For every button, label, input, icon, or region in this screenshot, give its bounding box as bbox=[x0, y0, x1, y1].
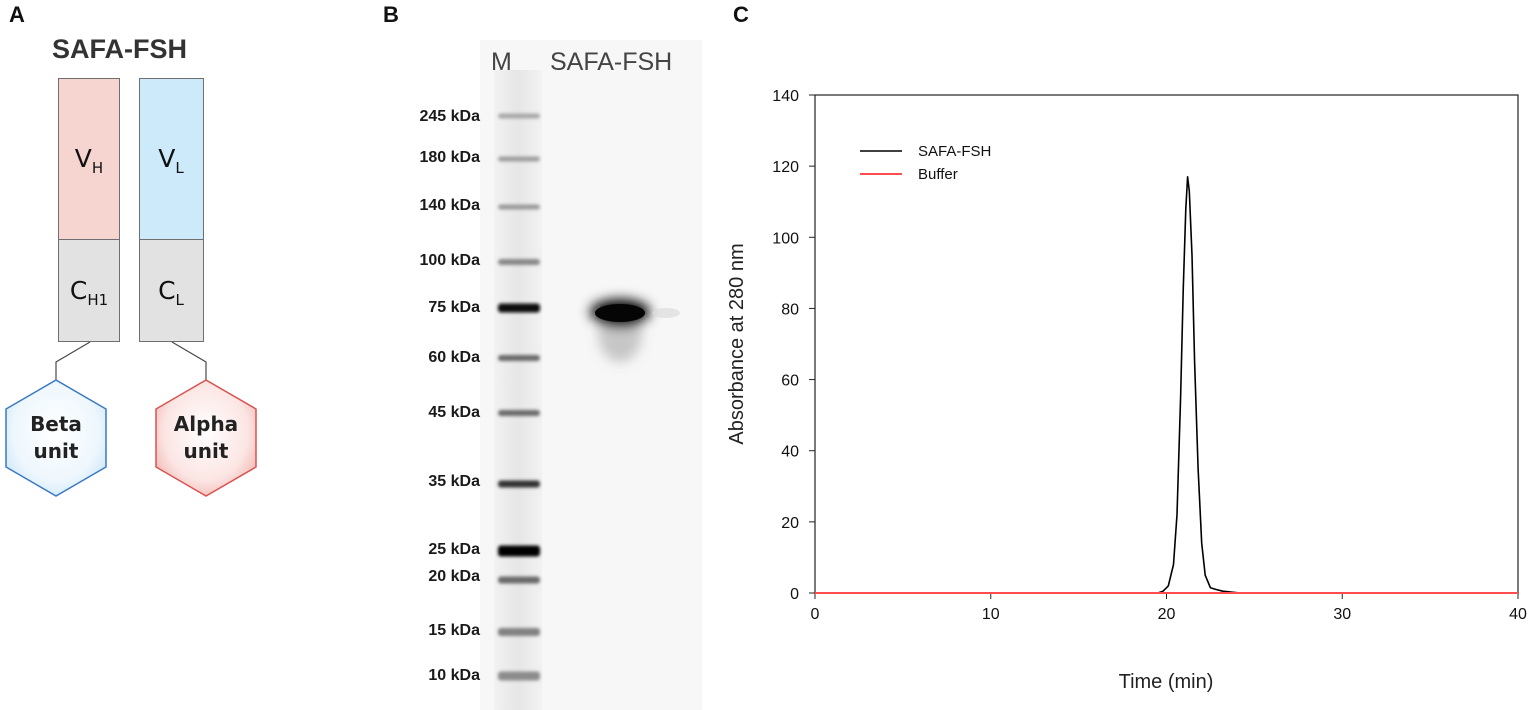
ch1-label: CH1 bbox=[69, 276, 109, 309]
panel-letter-b: B bbox=[383, 2, 399, 27]
marker-band bbox=[498, 204, 540, 210]
marker-bands bbox=[498, 113, 540, 681]
y-tick-label: 20 bbox=[781, 515, 799, 532]
panel-letter-c: C bbox=[733, 2, 749, 27]
marker-band bbox=[498, 545, 540, 557]
marker-band bbox=[498, 628, 540, 636]
y-tick-label: 60 bbox=[781, 373, 799, 390]
y-tick-label: 80 bbox=[781, 301, 799, 318]
marker-label: 45 kDa bbox=[428, 404, 480, 421]
x-tick-label: 0 bbox=[811, 606, 820, 623]
marker-label: 75 kDa bbox=[428, 299, 480, 316]
vl-domain: VL bbox=[139, 78, 204, 240]
marker-label-column: 245 kDa 180 kDa 140 kDa 100 kDa 75 kDa 6… bbox=[340, 0, 481, 710]
y-tick-label: 100 bbox=[772, 230, 799, 247]
y-tick-label: 140 bbox=[772, 88, 799, 105]
vh-label: VH bbox=[74, 144, 104, 177]
y-axis: 0 20 40 60 80 100 120 140 bbox=[772, 88, 815, 603]
marker-band bbox=[498, 576, 540, 584]
legend-label-safa-fsh: SAFA-FSH bbox=[918, 143, 991, 160]
marker-band bbox=[498, 480, 540, 488]
series-layer bbox=[815, 176, 1518, 594]
beta-unit-hexagon bbox=[5, 379, 107, 497]
x-tick-label: 20 bbox=[1158, 606, 1176, 623]
marker-band bbox=[498, 671, 540, 681]
marker-label: 25 kDa bbox=[428, 541, 480, 558]
panel-letter-a: A bbox=[9, 2, 25, 27]
x-tick-label: 40 bbox=[1509, 606, 1527, 623]
marker-label: 35 kDa bbox=[428, 473, 480, 490]
chromatogram-chart: 0 20 40 60 80 100 120 140 0 10 20 30 40 SAFA-FSH Bu… bbox=[726, 88, 1527, 693]
alpha-linker-line bbox=[171, 341, 207, 380]
sample-band-core bbox=[595, 304, 645, 322]
cl-domain: CL bbox=[139, 239, 204, 342]
marker-band bbox=[498, 303, 540, 313]
beta-unit-label: Beta unit bbox=[30, 412, 82, 463]
faint-band bbox=[652, 308, 680, 318]
marker-label: 60 kDa bbox=[428, 349, 480, 366]
marker-label: 140 kDa bbox=[419, 197, 481, 214]
vl-label: VL bbox=[158, 144, 184, 177]
marker-band bbox=[498, 113, 540, 119]
construct-title: SAFA-FSH bbox=[52, 34, 187, 64]
marker-label: 245 kDa bbox=[419, 108, 481, 125]
lane-header-sample: SAFA-FSH bbox=[550, 48, 673, 76]
y-tick-label: 120 bbox=[772, 159, 799, 176]
legend-label-buffer: Buffer bbox=[918, 166, 958, 183]
marker-band bbox=[498, 259, 540, 265]
y-tick-label: 0 bbox=[790, 586, 799, 603]
ch1-domain: CH1 bbox=[58, 239, 120, 342]
gel-image bbox=[480, 40, 702, 710]
marker-label: 100 kDa bbox=[419, 252, 481, 269]
x-tick-label: 30 bbox=[1333, 606, 1351, 623]
y-tick-label: 40 bbox=[781, 444, 799, 461]
marker-label: 10 kDa bbox=[428, 667, 480, 684]
vh-domain: VH bbox=[58, 78, 120, 240]
marker-label: 15 kDa bbox=[428, 622, 480, 639]
lane-header-marker: M bbox=[491, 48, 512, 76]
series-line-safa-fsh bbox=[815, 176, 1518, 594]
marker-band bbox=[498, 156, 540, 162]
marker-label: 20 kDa bbox=[428, 568, 480, 585]
x-axis-title: Time (min) bbox=[1119, 671, 1214, 693]
x-tick-label: 10 bbox=[982, 606, 1000, 623]
alpha-unit-label: Alpha unit bbox=[173, 412, 239, 463]
marker-band bbox=[498, 410, 540, 416]
alpha-unit-hexagon bbox=[155, 379, 257, 497]
marker-band bbox=[498, 355, 540, 361]
y-axis-title: Absorbance at 280 nm bbox=[726, 243, 748, 444]
cl-label: CL bbox=[158, 276, 184, 309]
beta-linker-line bbox=[55, 341, 91, 380]
subunit-diagram bbox=[5, 341, 257, 497]
marker-label: 180 kDa bbox=[419, 149, 481, 166]
legend: SAFA-FSH Buffer bbox=[860, 143, 991, 183]
x-axis: 0 10 20 30 40 bbox=[811, 593, 1527, 623]
marker-lane bbox=[494, 70, 542, 710]
